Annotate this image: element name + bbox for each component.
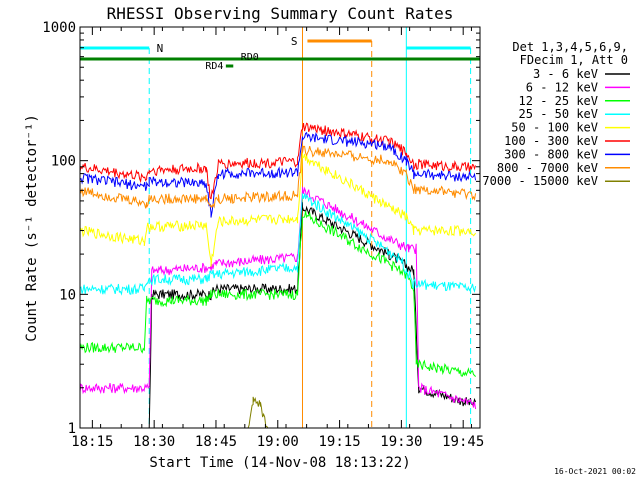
y-tick-label: 1 [68,421,76,437]
x-tick-label: 19:00 [257,434,299,450]
y-axis-label: Count Rate (s⁻¹ detector⁻¹) [24,114,40,342]
legend-entry-label: 6 - 12 keV [526,80,598,94]
tick-layer: 18:15 18:30 18:45 19:00 19:15 19:30 19:45 1 10 10… [42,20,484,450]
legend-entry-label: 100 - 300 keV [504,134,598,148]
x-tick-label: 19:45 [442,434,484,450]
series-line-12-25-kev [79,211,476,377]
saa-label: S [291,35,298,48]
series-layer [79,122,477,429]
plot-frame [79,26,481,429]
footer-timestamp: 16-Oct-2021 00:02 [554,467,636,476]
series-line-6-12-kev [79,186,477,410]
series-line-800-7000-kev [79,145,477,209]
series-line-3-6-kev [80,202,477,429]
legend-header-line-2: FDecim 1, Att 0 [520,53,628,67]
rd4-label: RD4 [205,61,223,72]
legend-header-line-1: Det 1,3,4,5,6,9, [512,40,628,54]
night-label: N [157,42,164,55]
series-line-25-50-kev [79,193,477,296]
x-tick-label: 18:30 [133,434,175,450]
chart-title: RHESSI Observing Summary Count Rates [107,4,454,23]
y-tick-label: 1000 [42,20,76,36]
series-line-300-800-kev [79,131,477,218]
annotation-layer: N S RD0 RD4 [80,27,480,428]
x-tick-label: 18:15 [71,434,113,450]
legend-entry-label: 7000 - 15000 keV [482,174,598,188]
rd0-label: RD0 [241,52,259,63]
x-tick-label: 19:15 [319,434,361,450]
legend-entry-label: 12 - 25 keV [519,94,598,108]
legend-entry-label: 3 - 6 keV [533,67,598,81]
x-tick-label: 19:30 [380,434,422,450]
legend-entry-label: 50 - 100 keV [511,121,598,135]
x-tick-label: 18:45 [195,434,237,450]
y-tick-label: 100 [51,154,76,170]
y-tick-label: 10 [59,287,76,303]
legend-entry-label: 25 - 50 keV [519,107,598,121]
series-line-100-300-kev [79,122,477,200]
series-line-50-100-kev [79,151,477,267]
legend-entry-label: 300 - 800 keV [504,147,598,161]
x-axis-label: Start Time (14-Nov-08 18:13:22) [149,455,410,471]
legend: Det 1,3,4,5,6,9, FDecim 1, Att 0 3 - 6 k… [482,40,630,188]
legend-entry-label: 800 - 7000 keV [497,161,598,175]
